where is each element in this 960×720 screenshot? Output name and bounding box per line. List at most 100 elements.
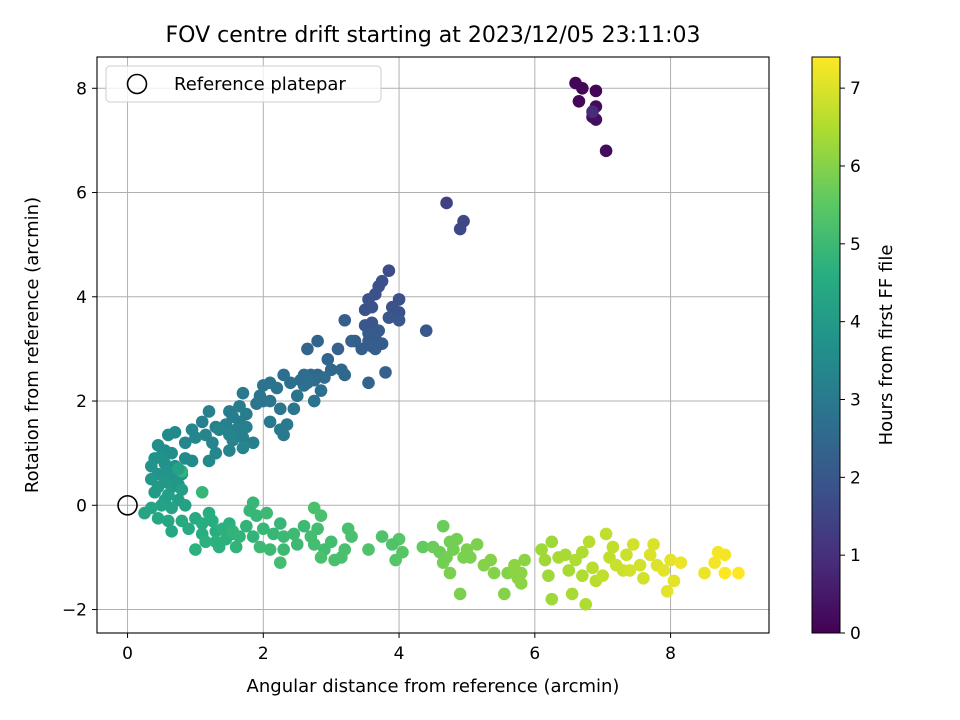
data-point (576, 81, 589, 95)
data-point (178, 436, 192, 450)
data-point (470, 538, 484, 551)
data-point (385, 538, 399, 551)
data-point (246, 436, 260, 450)
data-point (369, 342, 382, 356)
data-point (161, 514, 175, 528)
data-point (379, 366, 392, 379)
data-point (362, 543, 375, 556)
legend-entry-reference: Reference platepar (174, 74, 346, 95)
data-point (657, 564, 671, 577)
data-point (195, 517, 209, 530)
data-point (416, 540, 430, 554)
data-point (637, 571, 650, 585)
data-point (321, 353, 335, 366)
data-point (151, 512, 165, 525)
y-tick-label: 0 (76, 496, 87, 516)
colorbar-label: Hours from first FF file (876, 245, 897, 446)
data-point (453, 587, 467, 601)
data-point (392, 313, 406, 327)
data-point (355, 342, 369, 356)
data-point (375, 530, 389, 543)
data-point (586, 561, 599, 575)
chart-title: FOV centre drift starting at 2023/12/05 … (166, 23, 701, 48)
colorbar-tick-label: 6 (850, 157, 861, 177)
data-point (633, 558, 647, 572)
y-tick-label: 8 (76, 79, 87, 99)
data-point (620, 548, 633, 562)
colorbar-tick-label: 1 (850, 546, 861, 566)
data-point (708, 556, 721, 569)
data-point (514, 577, 528, 590)
data-point (667, 574, 681, 588)
colorbar-tick-label: 4 (850, 313, 861, 333)
data-point (732, 566, 745, 580)
data-point (263, 394, 277, 408)
data-point (189, 543, 202, 556)
colorbar-tick-label: 3 (850, 390, 861, 410)
data-point (542, 569, 555, 582)
data-point (565, 587, 579, 601)
data-point (202, 454, 216, 468)
data-point (311, 334, 324, 348)
data-point (290, 538, 304, 551)
x-tick-label: 4 (394, 644, 405, 664)
data-point (257, 522, 270, 536)
data-point (202, 405, 216, 418)
data-point (382, 264, 396, 278)
data-point (270, 381, 284, 395)
data-point (277, 543, 290, 556)
data-point (314, 509, 328, 523)
data-point (165, 446, 178, 460)
data-point (307, 394, 321, 408)
data-point (287, 402, 301, 416)
colorbar (811, 56, 841, 634)
colorbar-ticks: 0 1 2 3 4 5 6 7 (840, 79, 861, 644)
y-axis-label: Rotation from reference (arcmin) (22, 197, 43, 493)
data-point (447, 543, 460, 556)
plot-frame (96, 56, 770, 634)
data-point (277, 530, 290, 543)
x-tick-label: 2 (258, 644, 269, 664)
y-axis-ticks: −2 0 2 4 6 8 (62, 79, 97, 621)
data-point (545, 592, 559, 606)
x-tick-label: 8 (665, 644, 676, 664)
data-point (453, 222, 467, 236)
data-point (538, 553, 552, 567)
data-point (263, 543, 277, 556)
data-point (226, 433, 240, 447)
data-point (161, 428, 175, 442)
data-point (450, 532, 464, 546)
data-point (195, 415, 209, 429)
data-point (307, 538, 321, 551)
data-point (464, 551, 477, 564)
data-point (229, 540, 243, 554)
data-point (599, 144, 613, 158)
data-point (623, 564, 637, 577)
data-point (246, 530, 260, 543)
data-point (535, 543, 548, 556)
data-point (195, 485, 209, 499)
data-point (487, 566, 501, 580)
data-point (643, 548, 657, 562)
data-point (589, 84, 603, 98)
data-point (273, 556, 287, 569)
data-point (338, 368, 352, 382)
data-point (314, 551, 328, 564)
data-point (172, 462, 185, 476)
colorbar-tick-label: 0 (850, 624, 861, 644)
legend: Reference platepar (105, 65, 382, 103)
data-point (382, 311, 396, 324)
data-point (582, 535, 596, 549)
data-point (335, 551, 348, 564)
data-point (189, 431, 202, 444)
y-tick-label: 6 (76, 184, 87, 204)
data-point (484, 553, 497, 567)
data-point (226, 525, 240, 538)
data-point (443, 566, 457, 580)
data-point (148, 485, 161, 499)
data-point (324, 535, 338, 549)
data-point (664, 553, 677, 567)
data-point (338, 313, 352, 327)
data-point (182, 522, 195, 536)
